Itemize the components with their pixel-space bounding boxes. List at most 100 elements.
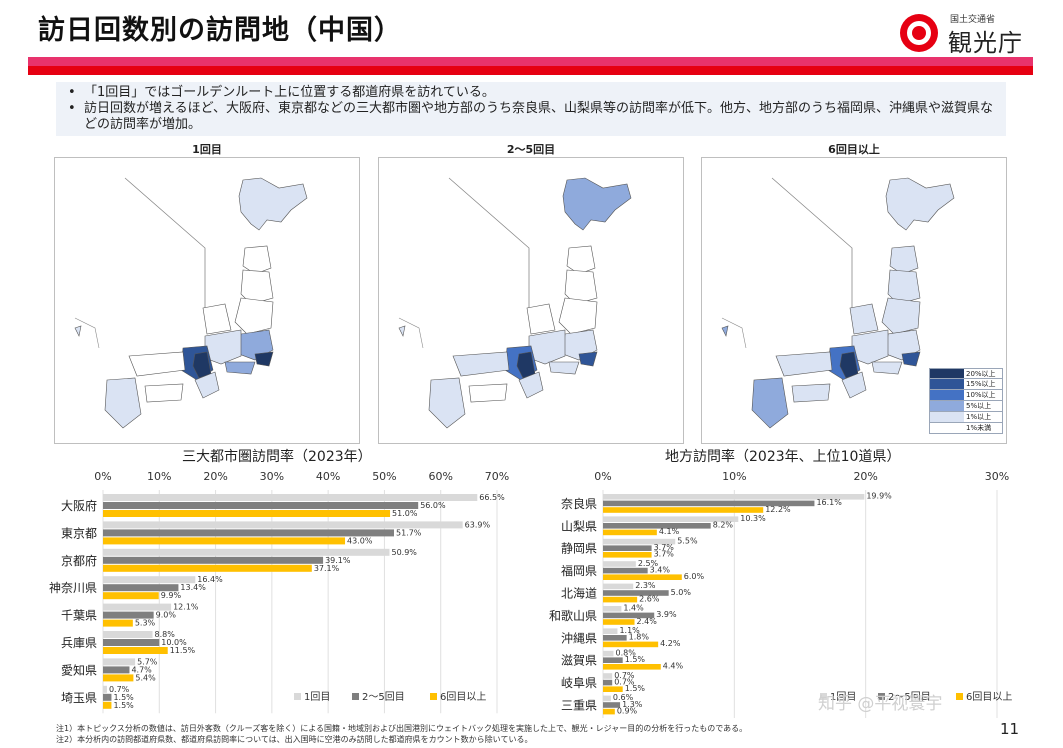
map-region-tokyo bbox=[578, 351, 598, 367]
bar bbox=[103, 510, 391, 517]
data-label: 0.7% bbox=[614, 671, 635, 680]
category-label: 愛知県 bbox=[61, 663, 97, 677]
map-region-kyushu bbox=[751, 377, 789, 429]
data-label: 5.7% bbox=[137, 657, 158, 666]
map-region-shizuoka bbox=[871, 361, 903, 375]
map-region-tohokuN bbox=[242, 245, 272, 275]
bar bbox=[103, 603, 172, 611]
map-inset-line bbox=[448, 177, 530, 308]
category-label: 京都府 bbox=[61, 553, 97, 568]
data-label: 0.6% bbox=[613, 693, 634, 702]
category-label: 神奈川県 bbox=[49, 581, 97, 595]
map-region-tohokuS bbox=[881, 297, 921, 335]
bar bbox=[603, 702, 621, 708]
map-region-tohokuN bbox=[889, 245, 919, 275]
bar bbox=[103, 701, 112, 709]
data-label: 1.5% bbox=[113, 701, 134, 710]
legend-swatch bbox=[430, 693, 437, 700]
map-region-okinawa bbox=[721, 325, 729, 337]
map-title-2to5: 2～5回目 bbox=[506, 143, 556, 156]
map-region-shizuoka bbox=[548, 361, 580, 375]
map-region-tokyo bbox=[254, 351, 274, 367]
data-label: 0.9% bbox=[617, 706, 638, 715]
bar bbox=[103, 502, 419, 509]
summary-bullet: 訪日回数が増えるほど、大阪府、東京都などの三大都市圏や地方部のうち奈良県、山梨県… bbox=[64, 101, 998, 133]
category-label: 静岡県 bbox=[561, 542, 597, 556]
bar bbox=[103, 674, 134, 682]
map-region-shikoku bbox=[144, 383, 184, 403]
bar bbox=[603, 567, 648, 574]
logo-name: 観光庁 bbox=[948, 29, 1023, 57]
category-label: 埼玉県 bbox=[61, 691, 97, 705]
map-region-tohokuN bbox=[566, 245, 596, 275]
bar bbox=[603, 657, 623, 663]
data-label: 39.1% bbox=[325, 556, 351, 565]
data-label: 37.1% bbox=[314, 564, 340, 573]
bar bbox=[103, 666, 130, 674]
bar bbox=[103, 521, 463, 529]
map-region-chugoku bbox=[452, 351, 510, 377]
data-label: 10.0% bbox=[161, 638, 187, 647]
data-label: 4.4% bbox=[663, 662, 684, 671]
map-inset-line bbox=[398, 317, 424, 349]
legend-label: 6回目以上 bbox=[440, 691, 486, 703]
bar bbox=[603, 552, 652, 558]
data-label: 9.9% bbox=[161, 591, 182, 600]
data-label: 13.4% bbox=[180, 583, 206, 592]
data-label: 3.7% bbox=[654, 550, 675, 559]
x-tick-label: 30% bbox=[260, 470, 284, 483]
x-tick-label: 30% bbox=[985, 470, 1009, 483]
map-region-chugoku bbox=[128, 351, 186, 377]
data-label: 3.4% bbox=[650, 565, 671, 574]
data-label: 5.5% bbox=[677, 536, 698, 545]
legend-swatch bbox=[878, 693, 885, 700]
bar bbox=[103, 631, 153, 638]
footnote: 注2）本分析内の訪問都道府県数、都道府県訪問率については、出入国時に空港のみ訪問… bbox=[56, 735, 533, 744]
bar bbox=[603, 679, 613, 686]
x-tick-label: 10% bbox=[147, 470, 171, 483]
bar bbox=[103, 592, 159, 600]
bar bbox=[603, 561, 636, 567]
bar bbox=[603, 650, 614, 657]
data-label: 1.5% bbox=[625, 655, 646, 664]
bar bbox=[103, 619, 133, 627]
legend-swatch bbox=[956, 693, 963, 700]
bar bbox=[103, 611, 154, 619]
japan-map-first bbox=[74, 177, 308, 429]
bar bbox=[603, 583, 634, 590]
legend-label: 1%未満 bbox=[966, 424, 992, 432]
category-label: 大阪府 bbox=[61, 498, 97, 513]
bar bbox=[603, 545, 652, 551]
bar bbox=[603, 641, 659, 648]
map-panel-first bbox=[54, 157, 360, 444]
map-inset-line bbox=[721, 317, 747, 349]
map-legend: 20%以上 15%以上 10%以上 5%以上 1%以上 1%未満 bbox=[929, 368, 1003, 434]
data-label: 43.0% bbox=[347, 536, 373, 545]
bar bbox=[103, 564, 312, 572]
bar bbox=[603, 695, 611, 702]
summary-bullets: 「1回目」ではゴールデンルート上に位置する都道府県を訪れている。 訪日回数が増え… bbox=[56, 82, 1006, 136]
data-label: 51.0% bbox=[392, 509, 418, 518]
data-label: 2.5% bbox=[638, 559, 659, 568]
category-label: 東京都 bbox=[61, 526, 97, 540]
bar bbox=[603, 673, 613, 679]
bar bbox=[103, 537, 346, 545]
map-region-kii bbox=[518, 371, 544, 399]
x-tick-label: 10% bbox=[722, 470, 746, 483]
map-inset-line bbox=[124, 177, 206, 308]
data-label: 56.0% bbox=[420, 501, 446, 510]
metro-visit-chart: 0% 10% 20% 30% 40% 50% 60% 70% 大阪府 66.5% 56.0%51.0… bbox=[49, 470, 509, 714]
category-label: 滋賀県 bbox=[561, 654, 597, 668]
legend-label: 1%以上 bbox=[966, 413, 992, 421]
category-label: 奈良県 bbox=[561, 496, 597, 511]
legend-swatch bbox=[352, 693, 359, 700]
legend-label: 6回目以上 bbox=[966, 691, 1012, 703]
data-label: 8.8% bbox=[155, 630, 176, 639]
watermark: 知乎 @平视寰宇 bbox=[818, 694, 943, 714]
map-inset-line bbox=[74, 317, 100, 349]
map-region-tohokuS bbox=[234, 297, 274, 335]
map-title-first: 1回目 bbox=[192, 143, 222, 156]
x-tick-label: 0% bbox=[94, 470, 111, 483]
bar bbox=[103, 658, 136, 666]
page-title: 訪日回数別の訪問地（中国） bbox=[38, 15, 402, 46]
